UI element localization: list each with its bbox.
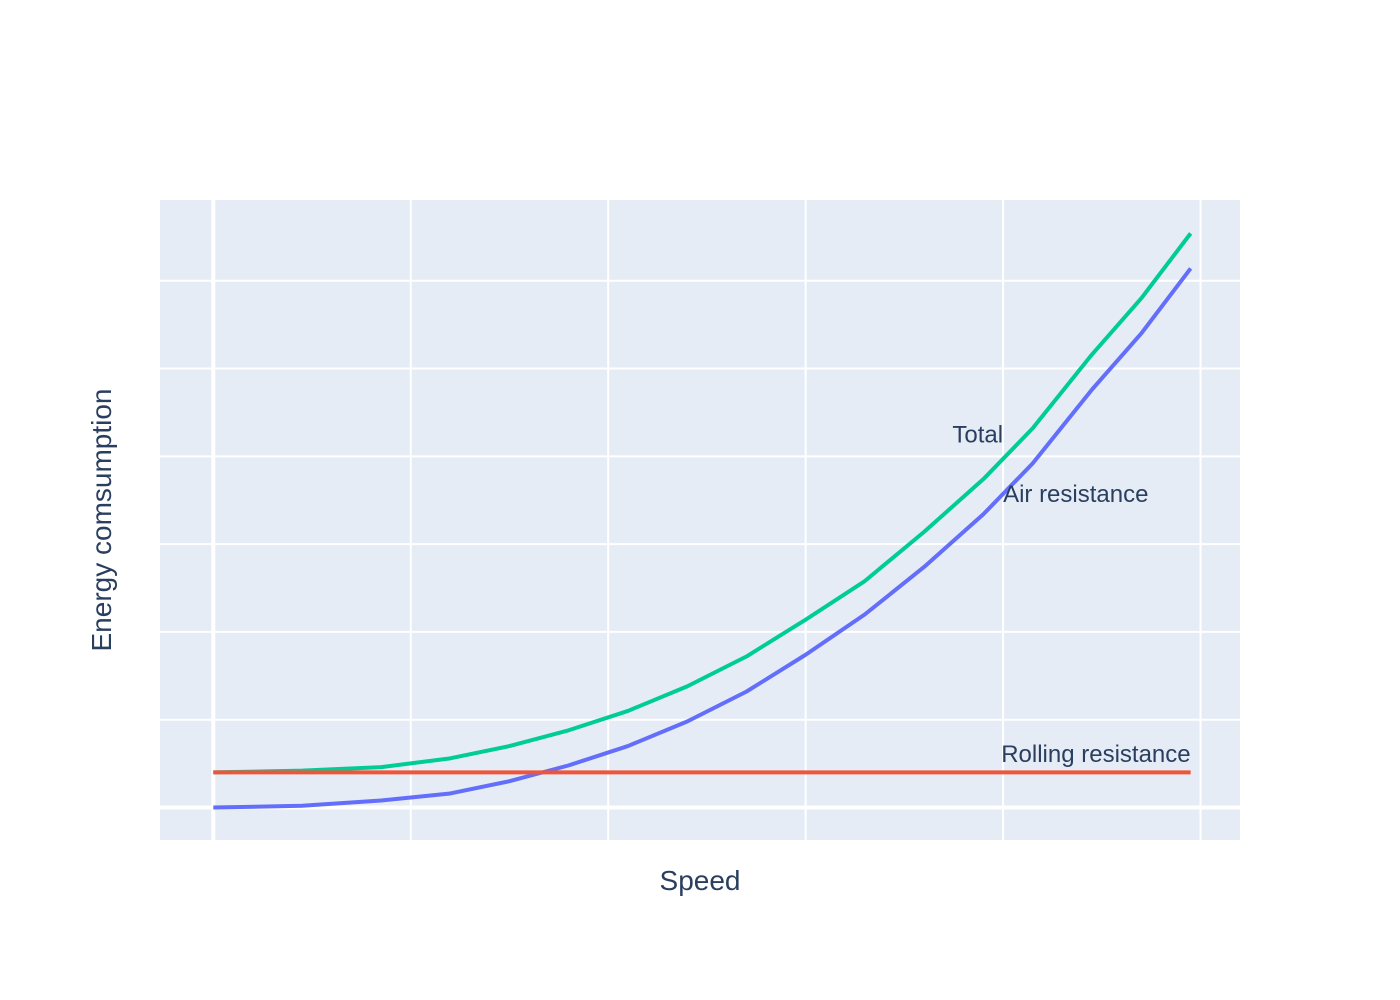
gridlines [160, 200, 1240, 840]
annotation-total: Total [952, 421, 1003, 448]
series-lines [213, 232, 1193, 810]
plot-area [160, 200, 1240, 840]
annotation-rolling-resistance: Rolling resistance [1001, 741, 1190, 768]
annotation-air-resistance: Air resistance [1003, 481, 1148, 508]
air-resistance-line [213, 267, 1193, 810]
x-axis-title: Speed [660, 865, 741, 896]
annotations: Total Air resistance Rolling resistance [952, 421, 1190, 768]
total-line [213, 232, 1193, 775]
y-axis-title: Energy comsumption [86, 388, 117, 651]
